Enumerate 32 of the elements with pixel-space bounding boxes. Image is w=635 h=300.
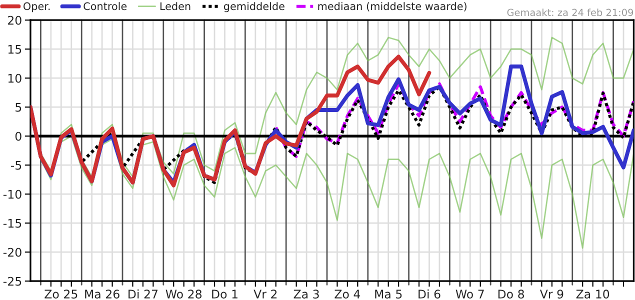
- legend-label: mediaan (middelste waarde): [318, 2, 466, 12]
- text: Gemaakt: za 24 feb 21:09: [507, 8, 634, 16]
- line-series: [30, 54, 432, 188]
- y-tick-label: 15: [8, 44, 22, 54]
- y-tick-label: 0: [15, 132, 22, 141]
- x-tick-label: Za 10: [576, 290, 610, 299]
- y-tick-label: -20: [3, 248, 22, 257]
- x-tick-label: Vr 2: [254, 290, 277, 298]
- y-tick-label: -10: [3, 190, 22, 199]
- y-tick-label: 20: [8, 16, 22, 25]
- x-tick-label: Ma 5: [375, 290, 402, 299]
- x-tick-label: Do 8: [498, 290, 524, 299]
- x-tick-label: Di 6: [418, 289, 440, 299]
- x-tick-label: Zo 25: [44, 290, 78, 299]
- y-tick-label: 10: [8, 74, 22, 83]
- legend-label: Oper.: [24, 2, 50, 12]
- x-tick-label: Di 27: [128, 289, 158, 298]
- y-tick-label: -25: [3, 276, 22, 286]
- legend-label: gemiddelde: [224, 2, 284, 12]
- x-tick-label: Wo 7: [456, 290, 484, 299]
- x-tick-label: Ma 26: [85, 290, 120, 299]
- line-series: [274, 82, 634, 158]
- y-tick-label: 5: [16, 102, 22, 112]
- y-tick-label: -15: [3, 218, 22, 228]
- legend-label: Controle: [84, 2, 127, 10]
- y-tick-label: -5: [10, 160, 22, 170]
- x-tick-label: Zo 4: [334, 290, 360, 299]
- x-tick-label: Do 1: [212, 290, 238, 299]
- x-tick-label: Za 3: [294, 290, 319, 299]
- x-tick-label: Vr 9: [540, 290, 564, 299]
- legend-label: Leden: [160, 2, 190, 10]
- x-tick-label: Wo 28: [166, 290, 202, 299]
